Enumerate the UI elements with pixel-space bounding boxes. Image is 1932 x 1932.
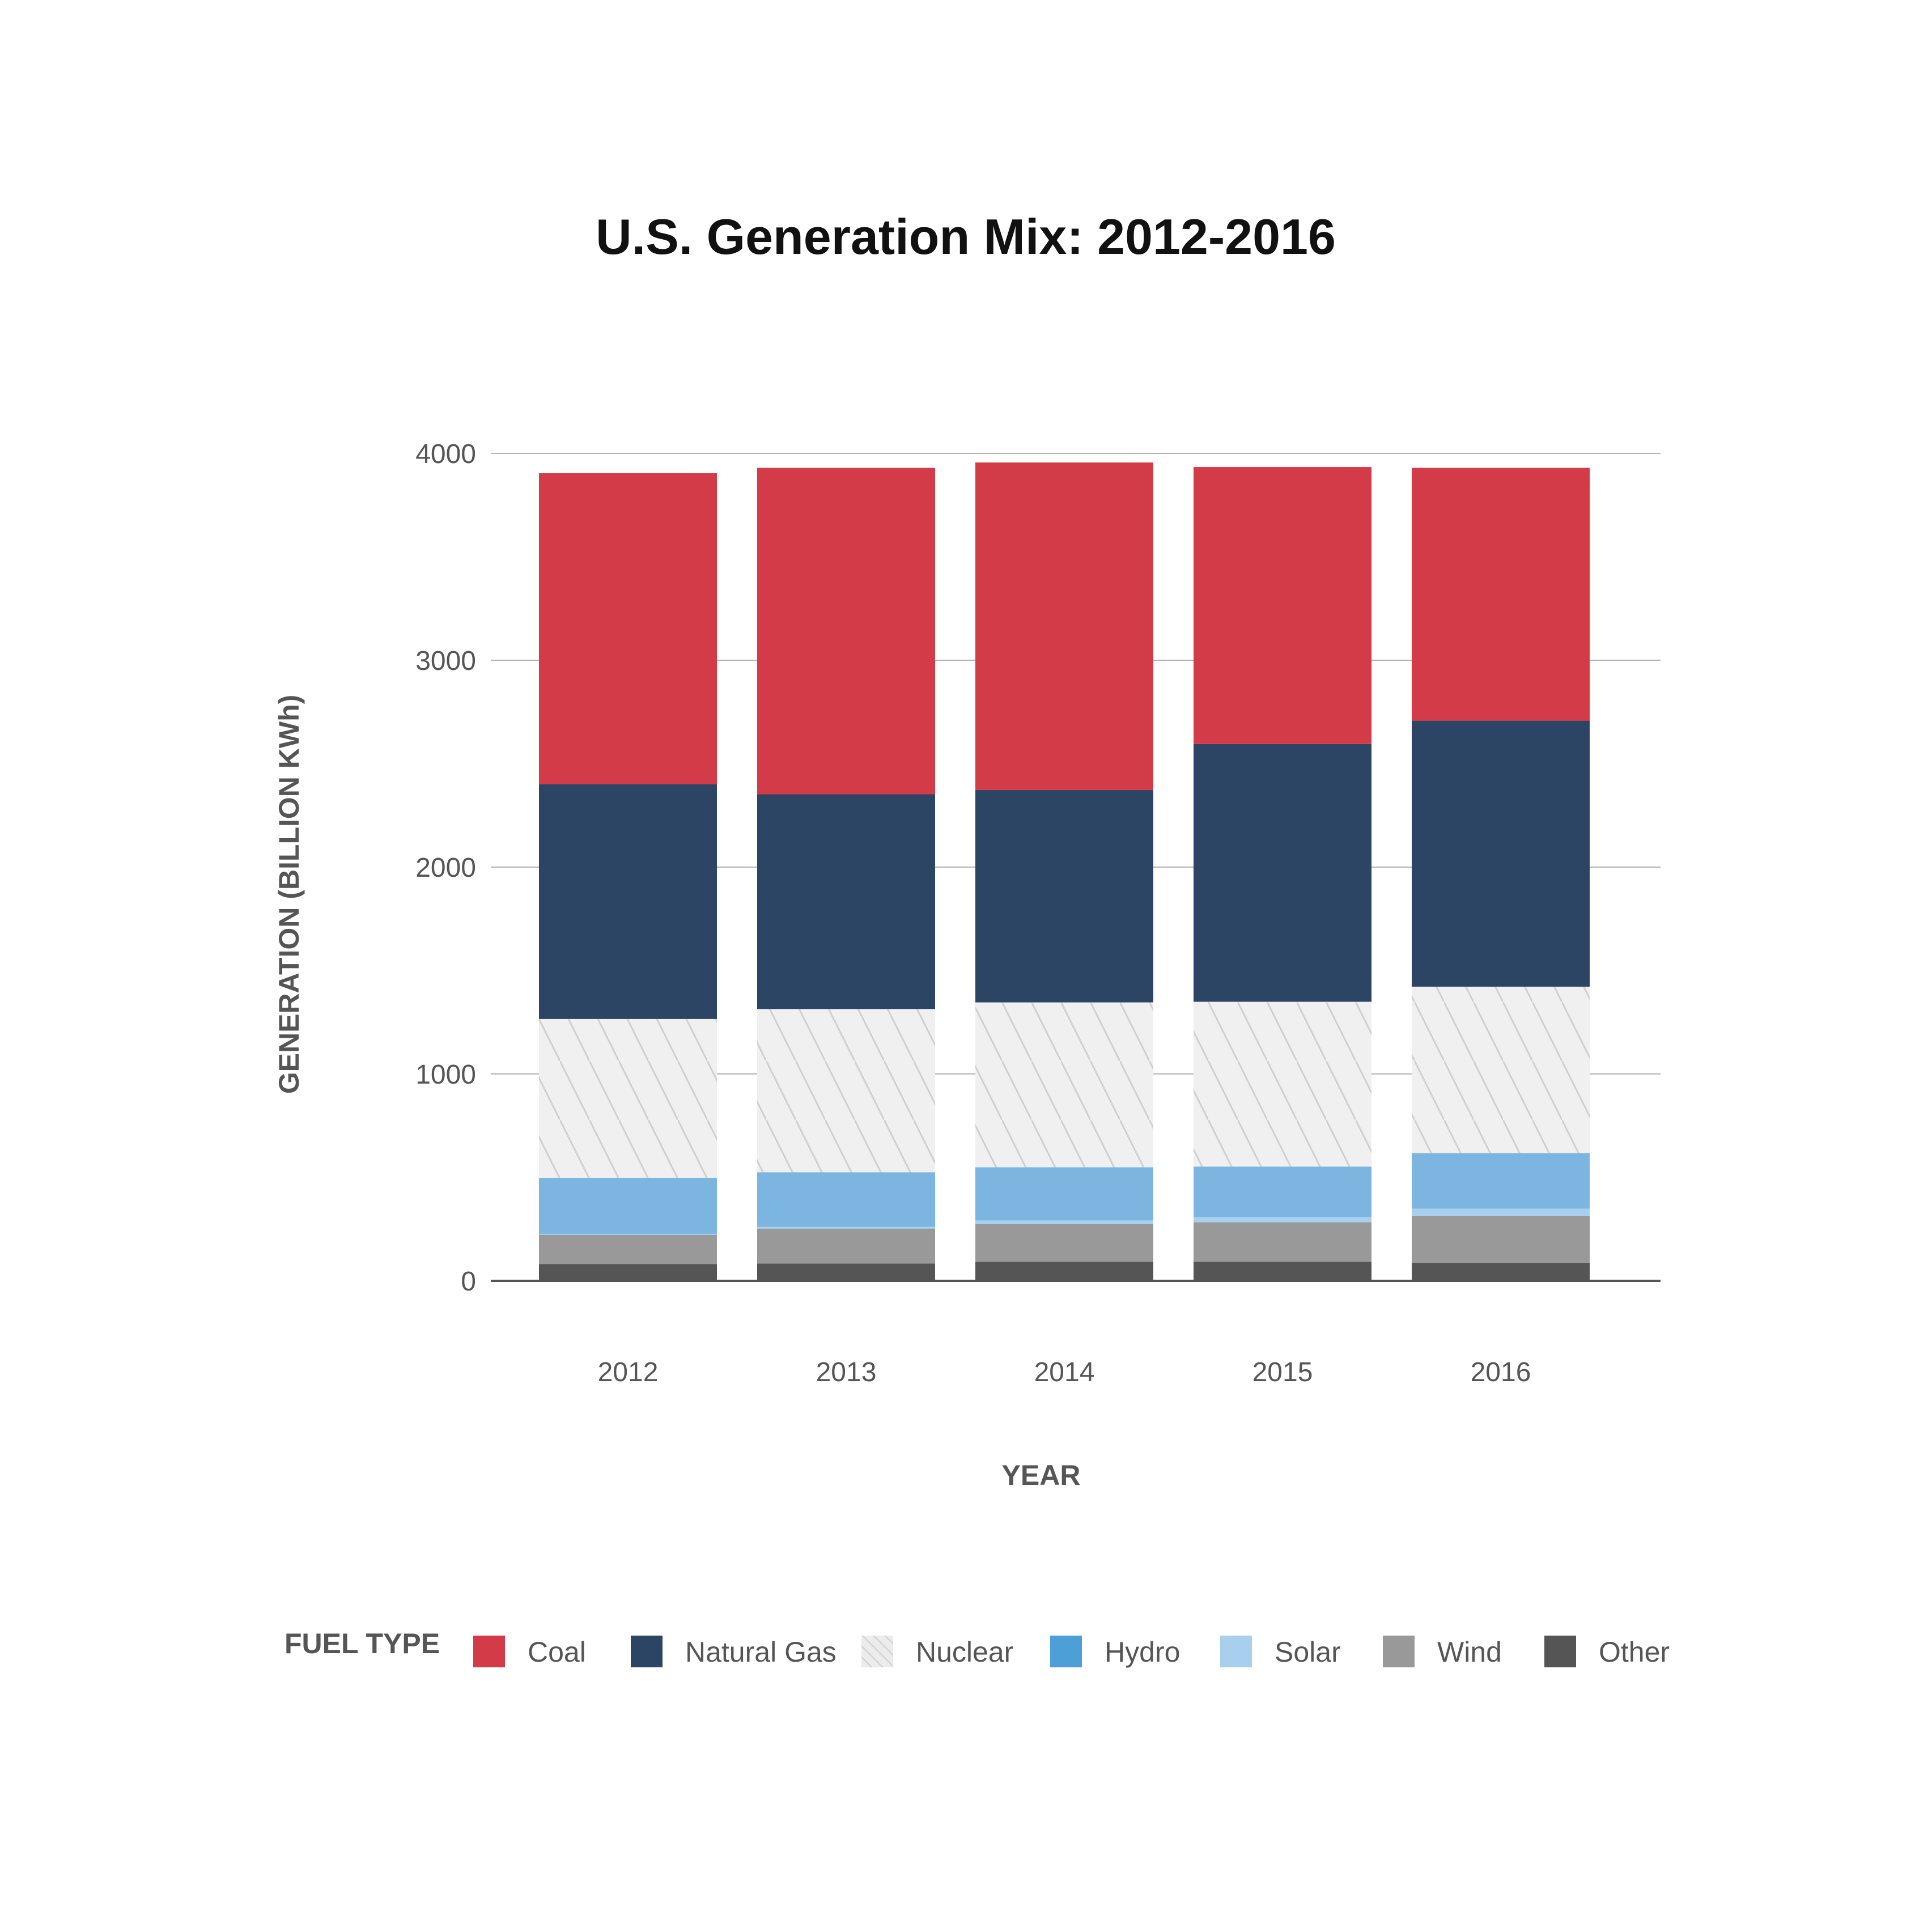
y-axis-ticks: 0 1000 2000 3000 4000 (415, 439, 476, 1297)
bar-segment-hydro (539, 1178, 717, 1234)
bar-segment-solar (757, 1226, 935, 1229)
legend-label: Wind (1437, 1636, 1502, 1668)
bar-stack (1194, 467, 1371, 1281)
legend: Coal Natural Gas Nuclear Hydro Solar Wind Othe… (473, 1636, 1670, 1668)
y-tick-label: 3000 (415, 646, 476, 676)
bar-stack (975, 462, 1153, 1281)
y-tick-label: 4000 (415, 439, 476, 469)
bar-stack (539, 473, 717, 1281)
legend-label: Solar (1275, 1636, 1341, 1668)
legend-swatch (1220, 1636, 1252, 1667)
bar-segment-nuclear (1194, 1001, 1371, 1167)
x-tick-label: 2015 (1252, 1357, 1313, 1387)
legend-swatch (1383, 1636, 1415, 1667)
bar-segment-coal (1194, 467, 1371, 744)
legend-label: Other (1599, 1636, 1670, 1668)
bar-segment-wind (539, 1234, 717, 1264)
legend-label: Hydro (1105, 1636, 1180, 1668)
bar-segment-solar (975, 1220, 1153, 1224)
legend-swatch (1050, 1636, 1082, 1667)
bar-segment-hydro (757, 1172, 935, 1227)
y-tick-label: 2000 (415, 853, 476, 883)
bar-segment-natural-gas (975, 789, 1153, 1003)
legend-label: Coal (528, 1636, 586, 1668)
bar-segment-wind (1194, 1222, 1371, 1262)
legend-label: Nuclear (916, 1636, 1013, 1668)
bar-segment-other (539, 1264, 717, 1281)
bar-segment-hydro (1194, 1166, 1371, 1217)
bar-segment-coal (539, 473, 717, 784)
bar-segment-solar (539, 1234, 717, 1235)
bar-segment-solar (1194, 1217, 1371, 1222)
x-tick-label: 2013 (816, 1357, 877, 1387)
y-tick-label: 1000 (415, 1060, 476, 1090)
bar-segment-other (1194, 1262, 1371, 1281)
y-axis-title: GENERATION (BILLION KWh) (273, 695, 305, 1094)
bar-segment-other (975, 1262, 1153, 1281)
x-tick-label: 2012 (598, 1357, 659, 1387)
bar-segment-coal (757, 468, 935, 795)
x-tick-label: 2014 (1034, 1357, 1095, 1387)
bar-segment-nuclear (1412, 986, 1590, 1153)
bar-stack (757, 468, 935, 1281)
bars (539, 462, 1590, 1281)
bar-segment-solar (1412, 1208, 1590, 1216)
legend-swatch (473, 1636, 505, 1667)
legend-swatch (861, 1636, 893, 1667)
bar-segment-wind (1412, 1216, 1590, 1263)
bar-segment-natural-gas (539, 784, 717, 1019)
legend-swatch (631, 1636, 663, 1667)
x-axis-ticks: 2012 2013 2014 2015 2016 (598, 1357, 1531, 1387)
bar-stack (1412, 468, 1590, 1281)
bar-segment-hydro (975, 1167, 1153, 1221)
bar-segment-coal (975, 462, 1153, 790)
bar-segment-natural-gas (757, 794, 935, 1009)
bar-segment-other (1412, 1263, 1590, 1281)
chart-title: U.S. Generation Mix: 2012-2016 (596, 209, 1336, 265)
bar-segment-natural-gas (1194, 744, 1371, 1002)
legend-title: FUEL TYPE (285, 1628, 440, 1659)
legend-swatch (1544, 1636, 1576, 1667)
x-axis-title: YEAR (1002, 1459, 1081, 1491)
bar-segment-nuclear (539, 1018, 717, 1178)
bar-segment-wind (975, 1224, 1153, 1262)
y-tick-label: 0 (461, 1267, 476, 1297)
bar-segment-nuclear (975, 1002, 1153, 1167)
x-tick-label: 2016 (1471, 1357, 1531, 1387)
bar-segment-coal (1412, 468, 1590, 721)
bar-segment-natural-gas (1412, 720, 1590, 987)
bar-segment-hydro (1412, 1153, 1590, 1209)
bar-segment-wind (757, 1229, 935, 1264)
legend-label: Natural Gas (685, 1636, 837, 1668)
bar-segment-nuclear (757, 1009, 935, 1173)
bar-segment-other (757, 1263, 935, 1281)
